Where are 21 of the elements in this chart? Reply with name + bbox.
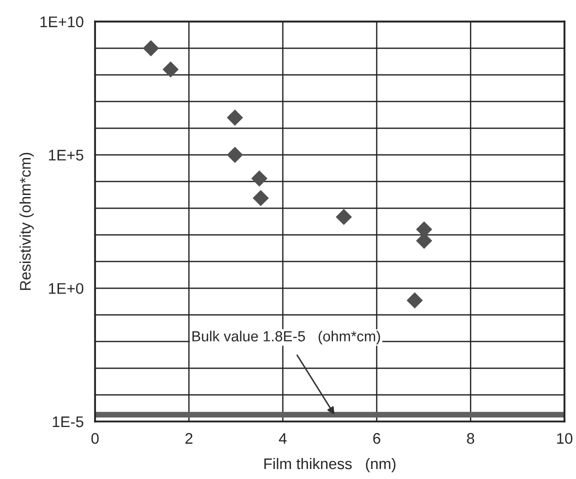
x-tick-label: 6 [373, 433, 380, 444]
point [406, 292, 423, 308]
ref-line-label: Bulk value 1.8E-5 (ohm*cm) [192, 330, 380, 344]
x-tick-label: 0 [91, 433, 99, 444]
x-tick-label: 2 [185, 433, 192, 444]
point [252, 190, 269, 206]
x-tick-label: 10 [557, 433, 572, 444]
point [336, 208, 352, 225]
y-tick-label: 1E+0 [48, 283, 84, 294]
x-tick-label: 4 [278, 433, 287, 444]
y-tick-label: 1E-5 [52, 416, 84, 428]
point [162, 61, 179, 78]
x-axis-title: Film thikness (nm) [264, 458, 396, 472]
point [142, 40, 159, 56]
point [251, 170, 268, 186]
y-axis-title: Resistivity (ohm*cm) [20, 152, 34, 290]
y-tick-label: 1E+5 [48, 150, 84, 161]
x-tick-label: 8 [467, 433, 474, 444]
point [226, 146, 243, 163]
point [226, 110, 243, 126]
y-tick-label: 1E+10 [40, 16, 84, 28]
